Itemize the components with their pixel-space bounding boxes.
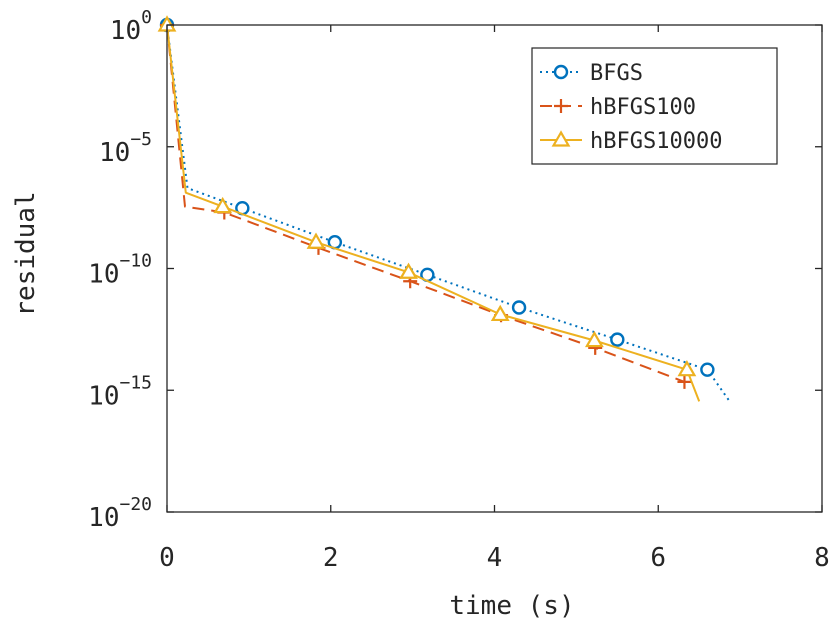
- legend-marker: [551, 130, 571, 147]
- y-tick-exponent: 0: [141, 7, 152, 28]
- y-tick-label: 10−5: [99, 129, 152, 168]
- x-axis-label: time (s): [449, 591, 574, 621]
- data-point-hbfgs10000: [490, 304, 510, 322]
- legend-label: hBFGS10000: [590, 129, 722, 154]
- legend-entry-hbfgs10000: hBFGS10000: [540, 129, 722, 154]
- legend-entry-hbfgs100: hBFGS100: [540, 95, 696, 120]
- y-tick-exponent: −20: [119, 494, 152, 515]
- y-tick-base: 10: [88, 503, 119, 533]
- x-tick-label: 4: [487, 543, 503, 573]
- y-tick-label: 10−15: [88, 372, 152, 411]
- x-tick-label: 0: [159, 543, 175, 573]
- data-point-hbfgs10000: [213, 196, 233, 214]
- x-tick-label: 8: [814, 543, 830, 573]
- y-tick-base: 10: [88, 260, 119, 290]
- legend-marker: [554, 99, 568, 113]
- y-tick-exponent: −10: [119, 251, 152, 272]
- data-point-bfgs: [700, 362, 715, 377]
- series-line-hbfgs100: [166, 24, 685, 383]
- series-layer: [157, 15, 732, 403]
- y-axis-label: residual: [11, 191, 41, 316]
- data-point-hbfgs100: [677, 374, 692, 389]
- data-point-bfgs: [511, 300, 527, 315]
- data-point-hbfgs10000: [306, 232, 326, 249]
- y-tick-exponent: −5: [130, 129, 152, 150]
- legend-box: [531, 47, 778, 165]
- series-hbfgs10000: [157, 15, 701, 402]
- y-tick-base: 10: [99, 138, 130, 168]
- data-point-hbfgs10000: [677, 359, 697, 377]
- legend-label: hBFGS100: [590, 95, 696, 120]
- legend: BFGS hBFGS100 hBFGS10000: [531, 47, 778, 165]
- y-tick-label: 10−10: [88, 251, 152, 290]
- legend-entry-bfgs: BFGS: [540, 61, 643, 86]
- x-tick-label: 6: [650, 543, 666, 573]
- y-tick-label: 10−20: [88, 494, 152, 533]
- data-point-bfgs: [610, 332, 625, 347]
- y-tick-exponent: −15: [119, 372, 152, 393]
- y-tick-base: 10: [88, 381, 119, 411]
- x-tick-label: 2: [323, 543, 339, 573]
- y-tick-base: 10: [110, 16, 141, 46]
- legend-label: BFGS: [590, 61, 643, 86]
- y-tick-label: 100: [110, 7, 152, 46]
- data-point-hbfgs10000: [399, 262, 418, 279]
- data-point-hbfgs10000: [584, 330, 604, 348]
- legend-marker: [553, 64, 569, 80]
